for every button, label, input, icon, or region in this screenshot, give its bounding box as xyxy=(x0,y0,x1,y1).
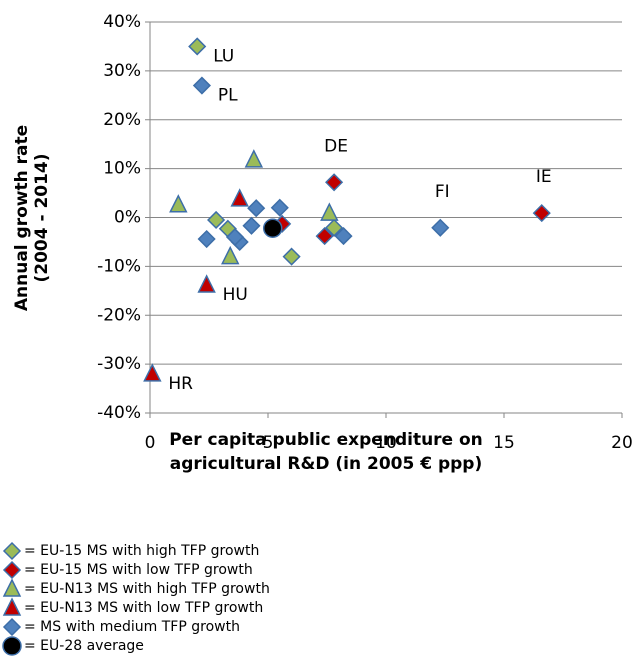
legend-marker xyxy=(2,597,22,616)
point xyxy=(282,247,301,266)
x-tick-label: 20 xyxy=(611,433,633,453)
y-tick-label: 40% xyxy=(103,12,141,32)
y-tick-label: 10% xyxy=(103,159,141,179)
legend-label: = EU-28 average xyxy=(24,638,144,654)
legend-label: = EU-15 MS with high TFP growth xyxy=(24,543,259,559)
x-axis-label: Per capita public expenditure on xyxy=(169,430,483,450)
point xyxy=(188,37,207,56)
y-axis-label: Annual growth rate xyxy=(12,125,32,311)
point-label: DE xyxy=(324,136,348,156)
point-label: LU xyxy=(213,46,234,66)
point xyxy=(315,227,334,246)
legend-marker xyxy=(2,541,22,561)
point xyxy=(325,218,344,237)
point xyxy=(197,274,216,293)
point xyxy=(143,363,162,382)
legend-marker xyxy=(2,578,22,597)
y-tick-label: -20% xyxy=(97,305,141,325)
legend-marker xyxy=(2,617,22,637)
x-tick-label: 15 xyxy=(493,433,515,453)
point xyxy=(230,188,249,207)
point xyxy=(532,204,551,223)
point xyxy=(192,76,211,95)
x-tick-label: 10 xyxy=(375,433,397,453)
y-tick-label: -10% xyxy=(97,256,141,276)
y-tick-label: 30% xyxy=(103,61,141,81)
legend-marker xyxy=(2,560,22,580)
point xyxy=(207,210,226,230)
legend-label: = EU-N13 MS with high TFP growth xyxy=(24,581,270,597)
legend-label: = EU-15 MS with low TFP growth xyxy=(24,562,253,578)
point xyxy=(242,216,261,235)
y-tick-label: 0% xyxy=(114,208,141,228)
point xyxy=(244,149,264,168)
x-axis-label: agricultural R&D (in 2005 € ppp) xyxy=(170,454,483,474)
point xyxy=(221,245,240,265)
legend-marker xyxy=(2,636,22,656)
point-label: FI xyxy=(435,182,450,202)
point xyxy=(325,173,344,192)
point xyxy=(262,218,283,239)
legend-label: = EU-N13 MS with low TFP growth xyxy=(24,600,263,616)
point-label: PL xyxy=(218,86,238,106)
point xyxy=(270,198,289,217)
point xyxy=(320,202,339,221)
point xyxy=(334,227,353,246)
point xyxy=(197,229,216,249)
x-tick-label: 5 xyxy=(263,433,274,453)
point xyxy=(169,194,188,213)
point-label: HR xyxy=(168,374,193,394)
y-tick-label: -40% xyxy=(97,403,141,423)
point-label: IE xyxy=(536,167,552,187)
x-tick-label: 0 xyxy=(145,433,156,453)
point xyxy=(431,218,450,237)
point xyxy=(247,199,266,218)
point-label: HU xyxy=(223,285,248,305)
y-tick-label: 20% xyxy=(103,110,141,130)
y-tick-label: -30% xyxy=(97,354,141,374)
legend-label: = MS with medium TFP growth xyxy=(24,619,240,635)
y-axis-label: (2004 - 2014) xyxy=(32,153,52,282)
point xyxy=(225,227,245,247)
